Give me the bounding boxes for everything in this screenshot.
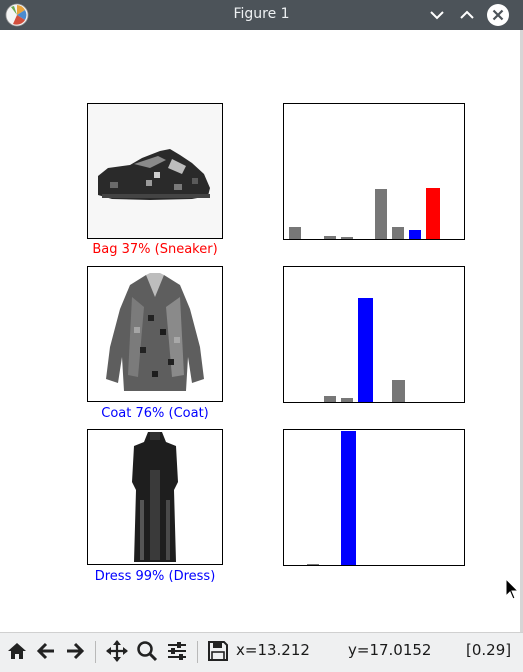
configure-icon [168,642,186,660]
zoom-icon [137,641,158,662]
bar-class-4-predicted [357,298,373,402]
pan-icon [106,640,128,662]
forward-button[interactable] [62,637,88,665]
window-title: Figure 1 [233,6,290,22]
pixel-value-readout: [0.29] [466,641,512,659]
bar-class-3 [340,398,353,402]
mouse-cursor-icon [505,578,519,600]
bar-class-0 [289,227,301,239]
coat-image [87,266,223,402]
forward-icon [67,642,85,660]
home-icon [8,643,26,659]
bar-class-6 [391,227,404,239]
cursor-y-readout: y=17.0152 [348,641,432,659]
zoom-button[interactable] [134,637,160,665]
back-button[interactable] [33,637,59,665]
toolbar-separator [95,641,96,663]
title-bar: Figure 1 [0,0,523,30]
sneaker-image [87,103,223,239]
bar-class-5 [374,189,387,239]
close-icon[interactable] [486,3,510,27]
cursor-x-readout: x=13.212 [236,641,310,659]
back-icon [36,642,54,660]
bar-class-3 [340,237,353,239]
dress-image [87,429,223,565]
bar-class-7-true [408,230,421,239]
bar-class-6 [391,380,405,402]
prediction-bar-chart-2 [283,266,465,403]
caption-2: Coat 76% (Coat) [101,406,209,421]
prediction-bar-chart-1 [283,103,465,240]
configure-subplots-button[interactable] [164,637,190,665]
pan-button[interactable] [104,637,130,665]
bar-class-2 [323,396,336,402]
matplotlib-app-icon [5,3,29,27]
caption-1: Bag 37% (Sneaker) [92,242,218,257]
window-edge [520,30,523,632]
bar-class-8-predicted [425,188,440,239]
caption-3: Dress 99% (Dress) [94,569,216,584]
maximize-icon[interactable] [455,3,479,27]
bar-class-3-predicted [340,431,356,565]
bar-class-2 [323,236,336,239]
prediction-bar-chart-3 [283,429,465,566]
save-button[interactable] [205,637,231,665]
save-icon [208,641,228,661]
minimize-icon[interactable] [425,3,449,27]
toolbar-separator [197,641,198,663]
navigation-toolbar: x=13.212 y=17.0152 [0.29] [0,632,523,672]
bar-class-1 [306,564,319,565]
figure-canvas[interactable]: Bag 37% (Sneaker) Coat 76% (Coat) [0,30,523,632]
home-button[interactable] [4,637,30,665]
